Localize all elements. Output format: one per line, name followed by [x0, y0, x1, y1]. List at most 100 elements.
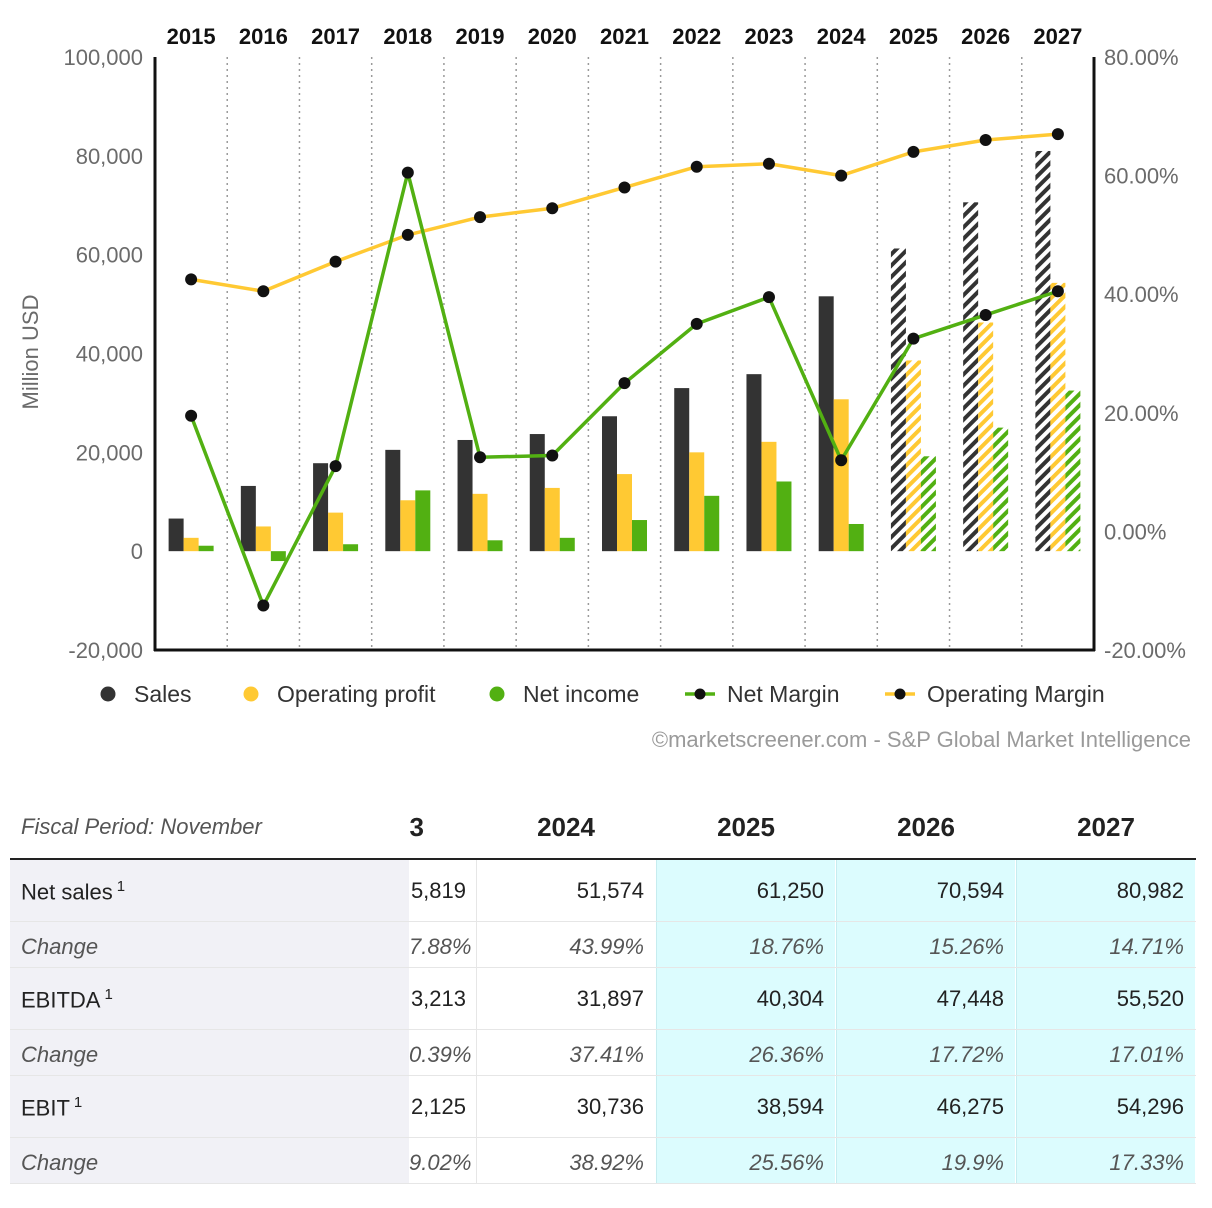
x-tick-2018: 2018 [383, 24, 432, 49]
row-label: Net sales 1 [10, 860, 409, 921]
point-operating-margin-2018 [401, 228, 414, 241]
cell-2024: 51,574 [476, 860, 655, 921]
bar-operating-profit-2023 [761, 441, 777, 552]
cell-2026: 17.72% [836, 1030, 1015, 1075]
legend-marker [489, 686, 505, 702]
x-tick-2020: 2020 [528, 24, 577, 49]
point-operating-margin-2017 [329, 255, 342, 268]
bar-operating-profit-2020 [544, 487, 560, 552]
table-row: 7.88% 43.99% 18.76% 15.26% 14.71% Change [10, 922, 1196, 968]
bar-net-income-2026 [993, 427, 1009, 552]
bar-sales-2016 [240, 485, 256, 552]
point-net-margin-2021 [618, 377, 631, 390]
row-label: EBITDA 1 [10, 968, 409, 1029]
legend-label: Operating Margin [927, 681, 1105, 707]
cell-2027: 54,296 [1016, 1076, 1195, 1137]
cell-2025: 18.76% [656, 922, 835, 967]
cell-2025: 26.36% [656, 1030, 835, 1075]
financial-table: Fiscal Period: November 3 2024 2025 2026… [10, 800, 1196, 1208]
bar-net-income-2020 [559, 537, 575, 552]
footnote-marker: 1 [104, 986, 113, 1003]
point-net-margin-2024 [835, 454, 848, 467]
year-header-partial: 3 [409, 812, 424, 842]
point-operating-margin-2020 [546, 202, 559, 215]
bar-operating-profit-2022 [689, 452, 705, 552]
bar-net-income-2027 [1065, 390, 1081, 552]
x-tick-2016: 2016 [239, 24, 288, 49]
cell-2027: 17.01% [1016, 1030, 1195, 1075]
cell-2024: 31,897 [476, 968, 655, 1029]
year-header-2027: 2027 [1077, 812, 1135, 842]
cell-2024: 30,736 [476, 1076, 655, 1137]
legend-marker-dot [894, 688, 906, 700]
bar-operating-profit-2019 [472, 493, 488, 552]
table-row: 3,213 31,897 40,304 47,448 55,520 EBITDA 1 [10, 968, 1196, 1030]
x-tick-2023: 2023 [744, 24, 793, 49]
cell-2024: 38.92% [476, 1138, 655, 1183]
point-operating-margin-2019 [474, 211, 487, 224]
legend-label: Net income [523, 681, 639, 707]
footnote-marker: 1 [116, 878, 126, 895]
point-operating-margin-2027 [1051, 128, 1064, 141]
cell-2025: 40,304 [656, 968, 835, 1029]
legend-item-operating-profit: Operating profit [243, 681, 436, 707]
point-operating-margin-2016 [257, 285, 270, 298]
cell-2026: 15.26% [836, 922, 1015, 967]
point-operating-margin-2021 [618, 181, 631, 194]
year-header-2025: 2025 [717, 812, 775, 842]
bar-operating-profit-2017 [328, 512, 344, 552]
cell-2025: 38,594 [656, 1076, 835, 1137]
row-label: Change [10, 1138, 409, 1183]
cell-partial: 2,125 [410, 1094, 466, 1119]
x-tick-2021: 2021 [600, 24, 649, 49]
bar-operating-profit-2015 [183, 537, 199, 552]
point-operating-margin-2026 [979, 134, 992, 147]
cell-2024: 37.41% [476, 1030, 655, 1075]
point-net-margin-2026 [979, 308, 992, 321]
y-axis-label: Million USD [18, 295, 43, 410]
y-tick-right: 40.00% [1104, 282, 1179, 307]
row-label: Change [10, 922, 409, 967]
x-tick-2017: 2017 [311, 24, 360, 49]
year-header-2026: 2026 [897, 812, 955, 842]
y-tick-right: 80.00% [1104, 45, 1179, 70]
table-row: 5,819 51,574 61,250 70,594 80,982 Net sales 1 [10, 860, 1196, 922]
cell-2027: 55,520 [1016, 968, 1195, 1029]
cell-partial: 3,213 [410, 986, 466, 1011]
row-label-text: Change [21, 1042, 99, 1067]
point-net-margin-2025 [907, 332, 920, 345]
x-tick-2025: 2025 [889, 24, 938, 49]
legend-item-net-margin: Net Margin [685, 681, 839, 707]
cell-2026: 46,275 [836, 1076, 1015, 1137]
chart-credit: ©marketscreener.com - S&P Global Market … [651, 727, 1191, 752]
cell-2025: 25.56% [656, 1138, 835, 1183]
bar-sales-2021 [602, 416, 617, 552]
y-tick-left: 60,000 [76, 243, 143, 268]
point-operating-margin-2024 [835, 169, 848, 182]
legend-item-sales: Sales [100, 681, 192, 707]
bar-operating-profit-2024 [833, 399, 849, 552]
cell-partial: 0.39% [409, 1042, 472, 1067]
row-label-text: Change [21, 1150, 99, 1175]
cell-2025: 61,250 [656, 860, 835, 921]
bar-sales-2019 [457, 439, 473, 552]
x-tick-2026: 2026 [961, 24, 1010, 49]
x-tick-2022: 2022 [672, 24, 721, 49]
y-tick-left: 20,000 [76, 440, 143, 465]
fiscal-period-label: Fiscal Period: November [21, 814, 262, 839]
point-net-margin-2017 [329, 460, 342, 473]
legend-marker [243, 686, 259, 702]
y-tick-left: 80,000 [76, 144, 143, 169]
bar-net-income-2019 [487, 540, 503, 552]
cell-2024: 43.99% [476, 922, 655, 967]
table-row: 2,125 30,736 38,594 46,275 54,296 EBIT 1 [10, 1076, 1196, 1138]
row-label-text: EBIT 1 [21, 1094, 83, 1121]
year-header-2024: 2024 [537, 812, 595, 842]
row-label-text: EBITDA 1 [21, 986, 113, 1013]
cell-partial: 7.88% [409, 934, 472, 959]
bar-sales-2027 [1035, 150, 1051, 552]
row-label: EBIT 1 [10, 1076, 409, 1137]
row-label-text: Net sales 1 [21, 878, 126, 905]
point-operating-margin-2015 [185, 273, 198, 286]
bar-net-income-2017 [343, 544, 359, 552]
